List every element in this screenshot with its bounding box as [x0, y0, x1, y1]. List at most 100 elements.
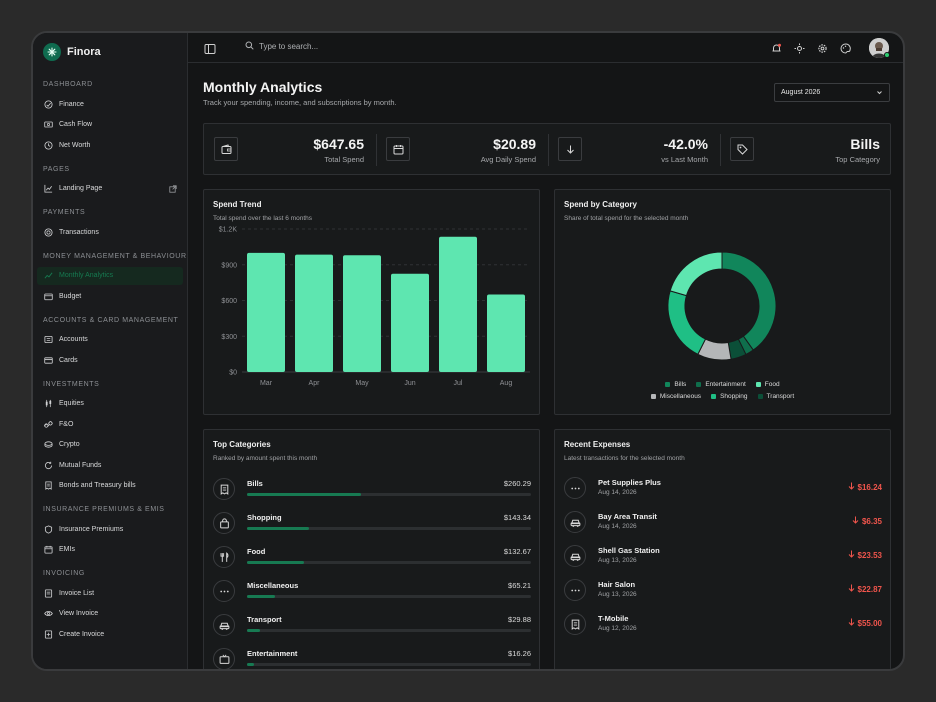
sidebar-item-insurance-premiums[interactable]: Insurance Premiums: [37, 520, 183, 538]
eye-icon: [44, 609, 53, 618]
page-title: Monthly Analytics: [203, 79, 323, 95]
category-row[interactable]: Shopping $143.34: [213, 511, 531, 537]
expense-amount: $55.00: [848, 618, 882, 628]
sidebar-item-label: Bonds and Treasury bills: [59, 482, 136, 489]
sidebar-item-label: Cash Flow: [59, 121, 93, 128]
sidebar-item-cash-flow[interactable]: Cash Flow: [37, 116, 183, 134]
candles-icon: [44, 399, 53, 408]
category-name: Miscellaneous: [247, 581, 299, 590]
category-row[interactable]: Entertainment $16.26: [213, 647, 531, 669]
legend-label: Miscellaneous: [659, 393, 702, 400]
arrow-down-icon: [852, 516, 859, 526]
sidebar-item-emis[interactable]: EMIs: [37, 541, 183, 559]
sidebar-item-crypto[interactable]: Crypto: [37, 436, 183, 454]
category-name: Shopping: [247, 513, 282, 522]
category-progress: [247, 493, 531, 496]
sidebar-item-budget[interactable]: Budget: [37, 287, 183, 305]
sidebar-item-transactions[interactable]: Transactions: [37, 223, 183, 241]
bar-mar[interactable]: [247, 252, 285, 372]
dots-icon: [564, 477, 586, 499]
expense-amount: $16.24: [848, 482, 882, 492]
category-name: Food: [247, 547, 266, 556]
arrow-down-icon: [558, 137, 582, 161]
legend-item[interactable]: Transport: [757, 393, 794, 400]
legend-item[interactable]: Food: [755, 381, 780, 388]
slice-shopping[interactable]: [667, 290, 707, 355]
y-tick-label: $600: [221, 298, 237, 305]
expense-amount-value: $6.35: [861, 516, 882, 526]
category-name: Transport: [247, 615, 282, 624]
legend-item[interactable]: Shopping: [711, 393, 748, 400]
expense-date: Aug 14, 2026: [598, 523, 637, 530]
category-name: Bills: [247, 479, 263, 488]
category-progress: [247, 629, 531, 632]
sidebar-section-title: ACCOUNTS & CARD MANAGEMENT: [43, 316, 179, 324]
sidebar-item-accounts[interactable]: Accounts: [37, 331, 183, 349]
stat-label: Total Spend: [324, 155, 364, 164]
category-row[interactable]: Food $132.67: [213, 545, 531, 571]
legend-item[interactable]: Bills: [665, 381, 686, 388]
expense-amount: $23.53: [848, 550, 882, 560]
legend-item[interactable]: Miscellaneous: [650, 393, 702, 400]
receipt-icon: [44, 481, 53, 490]
bar-aug[interactable]: [487, 294, 525, 372]
sidebar-item-f-o[interactable]: F&O: [37, 415, 183, 433]
sidebar-item-view-invoice[interactable]: View Invoice: [37, 605, 183, 623]
sidebar-item-cards[interactable]: Cards: [37, 351, 183, 369]
card-title: Recent Expenses: [564, 440, 631, 449]
topbar: Type to search...: [188, 33, 903, 63]
category-progress-fill: [247, 663, 255, 666]
sidebar-item-net-worth[interactable]: Net Worth: [37, 136, 183, 154]
category-progress-fill: [247, 493, 361, 496]
category-progress: [247, 561, 531, 564]
sidebar-item-monthly-analytics[interactable]: Monthly Analytics: [37, 266, 183, 285]
slice-bills[interactable]: [721, 251, 777, 351]
sidebar-section-title: PAYMENTS: [43, 209, 86, 216]
sidebar-item-mutual-funds[interactable]: Mutual Funds: [37, 456, 183, 474]
app-window: Finora DASHBOARD Finance Cash Flow Net Wort…: [31, 31, 905, 671]
bell-icon[interactable]: [770, 42, 782, 54]
sidebar-item-create-invoice[interactable]: Create Invoice: [37, 625, 183, 643]
page-subtitle: Track your spending, income, and subscri…: [203, 98, 397, 107]
palette-icon[interactable]: [839, 42, 851, 54]
sidebar-item-label: Finance: [59, 100, 84, 108]
sidebar-item-finance[interactable]: Finance: [37, 95, 183, 113]
bar-jul[interactable]: [439, 236, 477, 372]
y-tick-label: $0: [229, 370, 237, 377]
search-bar[interactable]: Type to search...: [245, 41, 318, 52]
expense-row[interactable]: Bay Area Transit Aug 14, 2026 $6.35: [564, 511, 882, 537]
legend-label: Food: [764, 381, 780, 388]
stat-vs-last-month: -42.0% vs Last Month: [548, 124, 720, 176]
expense-date: Aug 13, 2026: [598, 557, 637, 564]
month-select[interactable]: August 2026: [774, 83, 890, 102]
sidebar-item-label: Budget: [59, 292, 82, 300]
category-row[interactable]: Transport $29.88: [213, 613, 531, 639]
expense-row[interactable]: Hair Salon Aug 13, 2026 $22.87: [564, 579, 882, 605]
shield-icon: [44, 524, 53, 534]
category-row[interactable]: Bills $260.29: [213, 477, 531, 503]
expense-row[interactable]: Pet Supplies Plus Aug 14, 2026 $16.24: [564, 477, 882, 503]
gear-icon[interactable]: [816, 42, 828, 54]
bar-jun[interactable]: [391, 273, 429, 372]
sidebar-item-bonds-and-treasury-bills[interactable]: Bonds and Treasury bills: [37, 477, 183, 495]
card-subtitle: Ranked by amount spent this month: [213, 455, 318, 462]
search-input[interactable]: Type to search...: [259, 42, 319, 51]
expense-row[interactable]: T-Mobile Aug 12, 2026 $55.00: [564, 613, 882, 639]
expense-row[interactable]: Shell Gas Station Aug 13, 2026 $23.53: [564, 545, 882, 571]
slice-food[interactable]: [669, 251, 723, 297]
sun-icon[interactable]: [793, 42, 805, 54]
sidebar-toggle-icon[interactable]: [204, 42, 216, 54]
sidebar-item-equities[interactable]: Equities: [37, 395, 183, 413]
sidebar-item-invoice-list[interactable]: Invoice List: [37, 584, 183, 602]
bar-may[interactable]: [343, 255, 381, 372]
legend-item[interactable]: Entertainment: [696, 381, 746, 388]
sidebar-item-landing-page[interactable]: Landing Page: [37, 180, 183, 198]
sidebar-section-title: INSURANCE PREMIUMS & EMIS: [43, 506, 165, 513]
brand[interactable]: Finora: [43, 42, 101, 62]
legend-swatch: [757, 394, 763, 399]
stat-value: Bills: [850, 136, 880, 152]
category-row[interactable]: Miscellaneous $65.21: [213, 579, 531, 605]
card-subtitle: Latest transactions for the selected mon…: [564, 455, 685, 462]
sidebar-item-label: Transactions: [59, 228, 99, 236]
bar-apr[interactable]: [295, 254, 333, 372]
